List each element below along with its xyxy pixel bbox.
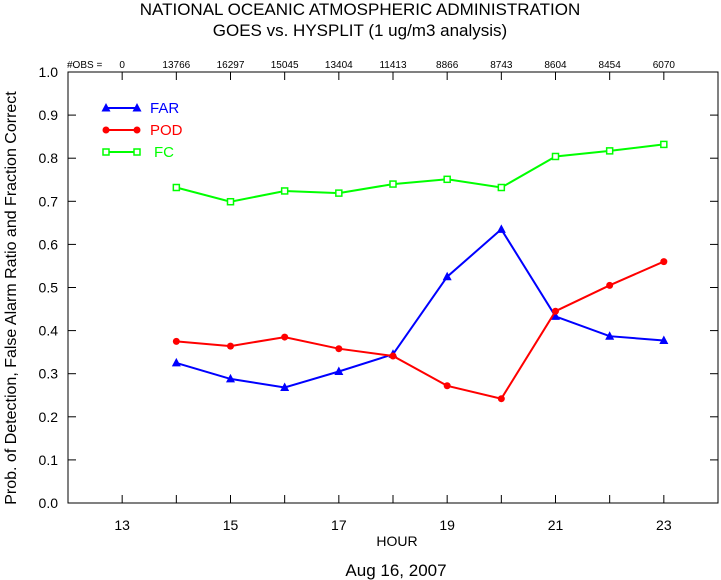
data-point-pod bbox=[389, 352, 397, 360]
data-point-far bbox=[551, 311, 560, 320]
data-point-fc bbox=[660, 140, 668, 149]
data-point-fc bbox=[551, 152, 560, 161]
data-point-pod bbox=[606, 281, 614, 289]
y-tick-label: 0.7 bbox=[39, 193, 59, 209]
obs-count: 13766 bbox=[162, 60, 190, 71]
data-point-far bbox=[496, 224, 506, 233]
legend-marker-pod bbox=[102, 126, 110, 134]
y-tick-label: 0.5 bbox=[39, 280, 59, 296]
data-point-pod bbox=[281, 333, 289, 341]
y-tick-label: 0.9 bbox=[39, 107, 59, 123]
date-label: Aug 16, 2007 bbox=[345, 561, 446, 580]
x-axis-label: HOUR bbox=[376, 533, 417, 549]
y-tick-label: 0.4 bbox=[39, 323, 59, 339]
y-tick-label: 0.6 bbox=[39, 236, 59, 252]
obs-count: 8866 bbox=[436, 60, 459, 71]
data-point-far bbox=[605, 331, 615, 340]
legend-marker-fc bbox=[133, 148, 141, 156]
data-point-far bbox=[280, 382, 290, 391]
x-tick-label: 15 bbox=[223, 517, 239, 533]
y-tick-label: 1.0 bbox=[39, 64, 59, 80]
obs-label: #OBS = bbox=[67, 60, 102, 71]
obs-count: 6070 bbox=[653, 60, 676, 71]
legend-marker-far bbox=[132, 103, 142, 112]
legend-label-far: FAR bbox=[150, 100, 179, 117]
data-point-fc bbox=[280, 187, 289, 195]
series-line-pod bbox=[176, 260, 665, 400]
data-point-pod bbox=[443, 382, 451, 390]
obs-count: 16297 bbox=[217, 60, 245, 71]
data-point-far bbox=[442, 271, 452, 281]
data-point-far bbox=[226, 373, 235, 383]
obs-count: 8454 bbox=[599, 60, 622, 71]
obs-count: 8743 bbox=[490, 60, 513, 71]
y-tick-label: 0.1 bbox=[39, 452, 59, 468]
series-line-fc bbox=[176, 143, 664, 203]
data-point-far bbox=[334, 366, 344, 376]
data-point-fc bbox=[335, 189, 343, 197]
legend-marker-far bbox=[101, 103, 111, 112]
obs-count: 8604 bbox=[544, 60, 567, 71]
x-tick-label: 17 bbox=[331, 517, 347, 533]
data-point-pod bbox=[172, 337, 180, 345]
data-point-fc bbox=[172, 183, 181, 192]
data-point-pod bbox=[335, 345, 343, 353]
data-point-pod bbox=[660, 258, 668, 266]
data-point-pod bbox=[227, 342, 234, 350]
data-point-fc bbox=[389, 180, 397, 188]
data-point-far bbox=[659, 335, 669, 345]
data-point-far bbox=[171, 357, 181, 367]
y-tick-label: 0.0 bbox=[39, 495, 59, 511]
data-point-fc bbox=[497, 183, 506, 192]
data-point-fc bbox=[443, 175, 451, 184]
x-tick-label: 19 bbox=[439, 517, 455, 533]
data-point-fc bbox=[605, 147, 614, 155]
data-point-pod bbox=[497, 395, 505, 403]
obs-count: 11413 bbox=[379, 60, 407, 71]
obs-count: 15045 bbox=[271, 60, 299, 71]
legend-marker-fc bbox=[102, 148, 110, 156]
y-axis-label: Prob. of Detection, False Alarm Ratio an… bbox=[3, 91, 20, 505]
obs-count: 0 bbox=[119, 60, 125, 71]
chart-title-line2: GOES vs. HYSPLIT (1 ug/m3 analysis) bbox=[213, 21, 507, 40]
legend-label-fc: FC bbox=[154, 144, 174, 161]
x-tick-label: 13 bbox=[114, 517, 130, 533]
y-tick-label: 0.3 bbox=[39, 366, 59, 382]
legend-marker-pod bbox=[133, 126, 141, 134]
y-tick-label: 0.8 bbox=[39, 150, 59, 166]
series-line-far bbox=[176, 227, 664, 389]
chart-title-line1: NATIONAL OCEANIC ATMOSPHERIC ADMINISTRAT… bbox=[140, 0, 580, 19]
obs-count: 13404 bbox=[325, 60, 353, 71]
plot-layer: 0.0 0.1 0.2 0.3 0.4 0.5 0.6 0.7 0.8 0.9 1.0 13 15 17 1… bbox=[39, 60, 719, 533]
data-point-fc bbox=[226, 197, 235, 206]
y-tick-label: 0.2 bbox=[39, 409, 59, 425]
x-tick-label: 21 bbox=[548, 517, 564, 533]
x-tick-label: 23 bbox=[656, 517, 672, 533]
data-point-pod bbox=[552, 307, 559, 315]
legend-label-pod: POD bbox=[150, 122, 183, 139]
